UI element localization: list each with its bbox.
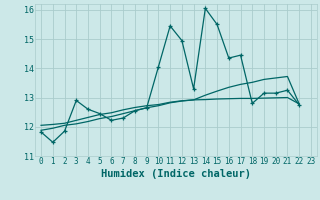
- X-axis label: Humidex (Indice chaleur): Humidex (Indice chaleur): [101, 169, 251, 179]
